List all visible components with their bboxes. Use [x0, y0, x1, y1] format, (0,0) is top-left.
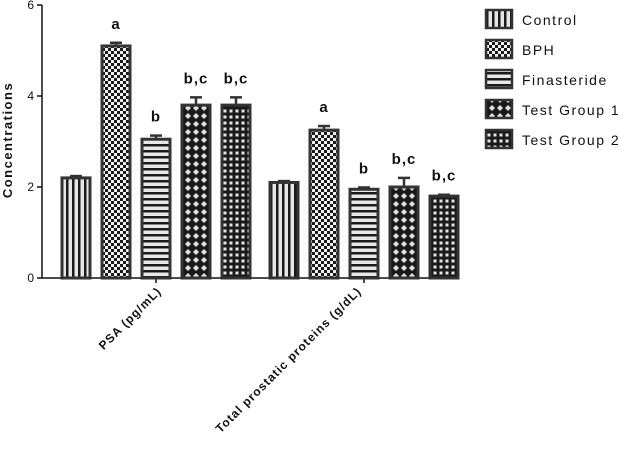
legend-item: Test Group 2 [484, 128, 620, 150]
legend-label: Test Group 1 [522, 102, 620, 118]
legend-label: Finasteride [522, 72, 608, 88]
y-tick-label: 0 [27, 271, 34, 285]
y-tick-label: 4 [27, 89, 34, 103]
bar [268, 180, 300, 280]
bar [388, 185, 420, 280]
legend-label: Test Group 2 [522, 132, 620, 148]
x-category-label: PSA (pg/mL) [96, 284, 164, 352]
legend-swatch [484, 38, 514, 60]
bar [348, 187, 380, 280]
legend-swatch [484, 128, 514, 150]
bar [180, 103, 212, 280]
y-tick-label: 6 [27, 0, 34, 12]
y-axis: 0 2 4 6 [27, 0, 43, 285]
legend-label: BPH [522, 42, 555, 58]
significance-label: b,c [184, 70, 209, 87]
legend-swatch [484, 8, 514, 30]
bar [308, 128, 340, 280]
significance-label: a [319, 99, 328, 116]
legend-item: Control [484, 8, 578, 30]
legend-item: Finasteride [484, 68, 608, 90]
legend-item: Test Group 1 [484, 98, 620, 120]
y-axis-label: Concentrations [0, 82, 15, 198]
significance-label: b,c [432, 168, 457, 185]
category-labels: PSA (pg/mL) Total prostatic proteins (g/d… [96, 284, 364, 435]
bar [100, 44, 132, 280]
legend-label: Control [522, 12, 578, 28]
significance-label: b [359, 160, 369, 177]
bar [140, 137, 172, 280]
legend: Control BPH Finasteride Test Group 1 Test Gr… [484, 8, 620, 150]
significance-label: b [151, 109, 161, 126]
y-tick-label: 2 [27, 180, 34, 194]
significance-label: b,c [392, 151, 417, 168]
bar [428, 194, 460, 280]
bar [220, 103, 252, 280]
bars-layer: a b b,c b,c a b b,c b,c [60, 16, 460, 280]
significance-label: b,c [224, 70, 249, 87]
x-category-label: Total prostatic proteins (g/dL) [213, 284, 364, 435]
bar [60, 176, 92, 280]
significance-label: a [111, 16, 120, 33]
legend-item: BPH [484, 38, 555, 60]
legend-swatch [484, 98, 514, 120]
legend-swatch [484, 68, 514, 90]
